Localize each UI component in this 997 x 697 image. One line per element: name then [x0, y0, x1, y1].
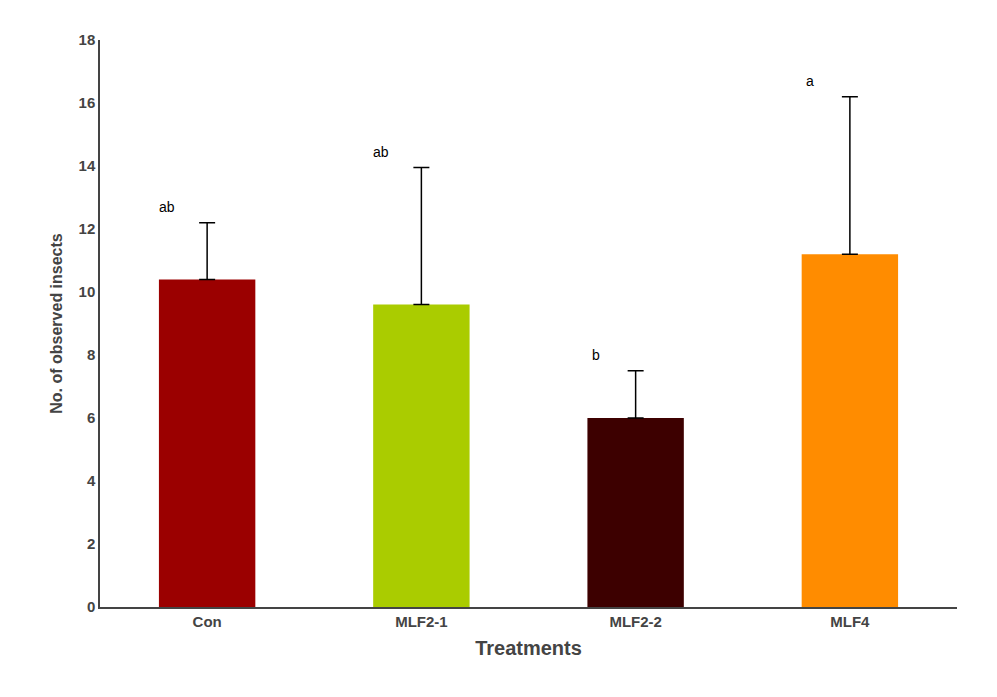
svg-text:4: 4 — [87, 472, 96, 489]
svg-text:8: 8 — [87, 346, 95, 363]
svg-text:ab: ab — [373, 144, 389, 160]
svg-text:2: 2 — [87, 535, 95, 552]
svg-text:MLF4: MLF4 — [830, 613, 870, 630]
svg-text:14: 14 — [79, 157, 96, 174]
svg-text:0: 0 — [87, 598, 95, 615]
svg-text:Con: Con — [193, 613, 222, 630]
svg-text:12: 12 — [79, 220, 96, 237]
svg-text:a: a — [806, 73, 814, 89]
svg-text:ab: ab — [159, 199, 175, 215]
svg-text:b: b — [592, 347, 600, 363]
svg-text:6: 6 — [87, 409, 95, 426]
svg-text:No. of observed insects: No. of observed insects — [48, 233, 65, 414]
svg-text:MLF2-2: MLF2-2 — [609, 613, 662, 630]
svg-text:10: 10 — [79, 283, 96, 300]
svg-text:Treatments: Treatments — [475, 637, 582, 659]
svg-text:16: 16 — [79, 94, 96, 111]
svg-text:MLF2-1: MLF2-1 — [395, 613, 448, 630]
svg-text:18: 18 — [79, 31, 96, 48]
